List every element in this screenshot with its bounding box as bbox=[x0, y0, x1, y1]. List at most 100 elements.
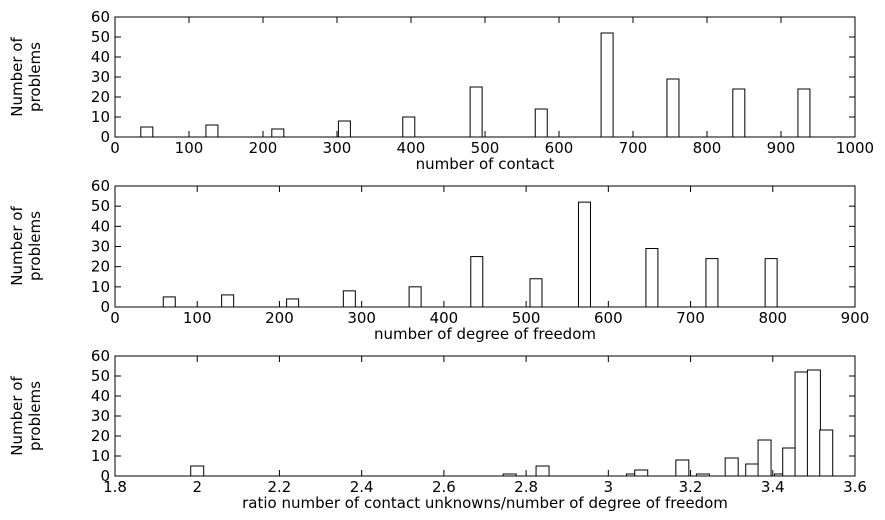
panel-1-y-tick-label: 60 bbox=[91, 8, 110, 26]
panel-1-x-tick-label: 0 bbox=[110, 139, 120, 157]
panel-1-x-axis-label: number of contact bbox=[416, 155, 555, 173]
panel-3-plot-frame bbox=[114, 355, 856, 477]
panel-1-x-tick-label: 300 bbox=[323, 139, 352, 157]
panel-3-bar bbox=[806, 369, 821, 477]
panel-3-bar bbox=[819, 429, 834, 477]
panel-3-x-axis-label: ratio number of contact unknowns/number … bbox=[242, 494, 728, 512]
panel-2-x-axis-label: number of degree of freedom bbox=[374, 325, 596, 343]
panel-3-x-tick-label: 1.8 bbox=[103, 478, 127, 496]
panel-1-bar bbox=[469, 86, 483, 138]
panel-3-y-tick-label: 0 bbox=[100, 467, 110, 485]
panel-2-x-tick-label: 500 bbox=[512, 309, 541, 327]
panel-2-x-tick-label: 800 bbox=[758, 309, 787, 327]
panel-3-y-axis-label-line: problems bbox=[26, 381, 44, 451]
panel-1-y-tick-label: 20 bbox=[91, 88, 110, 106]
panel-3-x-tick-label: 2.6 bbox=[432, 478, 456, 496]
panel-2-bar bbox=[342, 290, 356, 308]
panel-2-x-tick-label: 700 bbox=[676, 309, 705, 327]
panel-2-x-tick-label: 600 bbox=[594, 309, 623, 327]
panel-2-y-tick-label: 10 bbox=[91, 278, 110, 296]
panel-1-bar bbox=[337, 120, 351, 138]
panel-1-bar bbox=[271, 128, 285, 138]
panel-1-x-tick-label: 400 bbox=[397, 139, 426, 157]
panel-1-x-tick-label: 500 bbox=[471, 139, 500, 157]
panel-3-x-tick-label: 2 bbox=[192, 478, 202, 496]
panel-1-y-tick-label: 40 bbox=[91, 48, 110, 66]
panel-2-x-tick-label: 0 bbox=[110, 309, 120, 327]
panel-3-bar bbox=[535, 465, 550, 477]
panel-3-y-tick-label: 40 bbox=[91, 387, 110, 405]
panel-1-x-tick-label: 600 bbox=[545, 139, 574, 157]
panel-1-bar bbox=[140, 126, 154, 138]
panel-2-bar bbox=[221, 294, 235, 308]
panel-3-y-tick-label: 20 bbox=[91, 427, 110, 445]
panel-2-x-tick-label: 400 bbox=[430, 309, 459, 327]
panel-1-y-tick-label: 30 bbox=[91, 68, 110, 86]
panel-1-x-tick-label: 900 bbox=[767, 139, 796, 157]
panel-3-x-tick-label: 3 bbox=[604, 478, 614, 496]
panel-1-bar bbox=[600, 32, 614, 138]
panel-2-x-tick-label: 300 bbox=[347, 309, 376, 327]
panel-1-y-axis-label: Number ofproblems bbox=[8, 37, 44, 117]
panel-3-y-tick-label: 30 bbox=[91, 407, 110, 425]
panel-3-bar bbox=[724, 457, 739, 477]
panel-2-plot-frame bbox=[114, 185, 856, 308]
panel-2-bar bbox=[162, 296, 176, 308]
panel-1-y-tick-label: 50 bbox=[91, 28, 110, 46]
panel-3-bar bbox=[745, 463, 760, 477]
panel-3-bar bbox=[782, 447, 797, 477]
panel-3-x-tick-label: 2.2 bbox=[268, 478, 292, 496]
panel-1-x-tick-label: 100 bbox=[175, 139, 204, 157]
panel-3-bar bbox=[675, 459, 690, 477]
panel-2-y-tick-label: 30 bbox=[91, 238, 110, 256]
panel-3-x-tick-label: 3.2 bbox=[679, 478, 703, 496]
panel-3-y-tick-label: 10 bbox=[91, 447, 110, 465]
panel-2-bar bbox=[408, 286, 422, 308]
panel-2-bar bbox=[529, 278, 543, 308]
panel-2-y-axis-label-line: Number of bbox=[8, 206, 26, 286]
panel-3-y-tick-label: 60 bbox=[91, 347, 110, 365]
panel-1-x-tick-label: 200 bbox=[249, 139, 278, 157]
panel-3-y-axis-label-line: Number of bbox=[8, 376, 26, 456]
panel-3-bar bbox=[695, 473, 710, 477]
panel-1-x-tick-label: 800 bbox=[693, 139, 722, 157]
panel-2-y-tick-label: 20 bbox=[91, 258, 110, 276]
panel-2-y-axis-label: Number ofproblems bbox=[8, 206, 44, 286]
panel-3-y-axis-label: Number ofproblems bbox=[8, 376, 44, 456]
panel-2-bar bbox=[577, 201, 591, 308]
panel-2-y-axis-label-line: problems bbox=[26, 211, 44, 281]
panel-2-bar bbox=[764, 258, 778, 308]
panel-1-x-tick-label: 1000 bbox=[836, 139, 874, 157]
panel-1-y-tick-label: 10 bbox=[91, 108, 110, 126]
panel-1-x-tick-label: 700 bbox=[619, 139, 648, 157]
panel-3-x-tick-label: 2.8 bbox=[514, 478, 538, 496]
panel-2-bar bbox=[705, 258, 719, 308]
panel-2-x-tick-label: 900 bbox=[841, 309, 870, 327]
panel-3-bar bbox=[502, 473, 517, 477]
panel-2-bar bbox=[286, 298, 300, 308]
panel-2-y-tick-label: 0 bbox=[100, 298, 110, 316]
panel-1-bar bbox=[732, 88, 746, 138]
panel-3-bar bbox=[634, 469, 649, 477]
panel-3-x-tick-label: 2.4 bbox=[350, 478, 374, 496]
panel-2-y-tick-label: 60 bbox=[91, 177, 110, 195]
panel-3-x-tick-label: 3.4 bbox=[761, 478, 785, 496]
panel-2-x-tick-label: 100 bbox=[183, 309, 212, 327]
panel-2-bar bbox=[470, 256, 484, 308]
panel-3-bar bbox=[757, 439, 772, 477]
panel-1-bar bbox=[205, 124, 219, 138]
panel-1-bar bbox=[534, 108, 548, 138]
panel-2-x-tick-label: 200 bbox=[265, 309, 294, 327]
panel-3-y-tick-label: 50 bbox=[91, 367, 110, 385]
panel-1-bar bbox=[666, 78, 680, 138]
panel-3-x-tick-label: 3.6 bbox=[843, 478, 867, 496]
panel-2-y-tick-label: 50 bbox=[91, 197, 110, 215]
panel-2-bar bbox=[645, 248, 659, 308]
panel-2-y-tick-label: 40 bbox=[91, 217, 110, 235]
panel-3-bar bbox=[190, 465, 205, 477]
panel-1-bar bbox=[797, 88, 811, 138]
panel-1-y-tick-label: 0 bbox=[100, 128, 110, 146]
panel-1-y-axis-label-line: Number of bbox=[8, 37, 26, 117]
